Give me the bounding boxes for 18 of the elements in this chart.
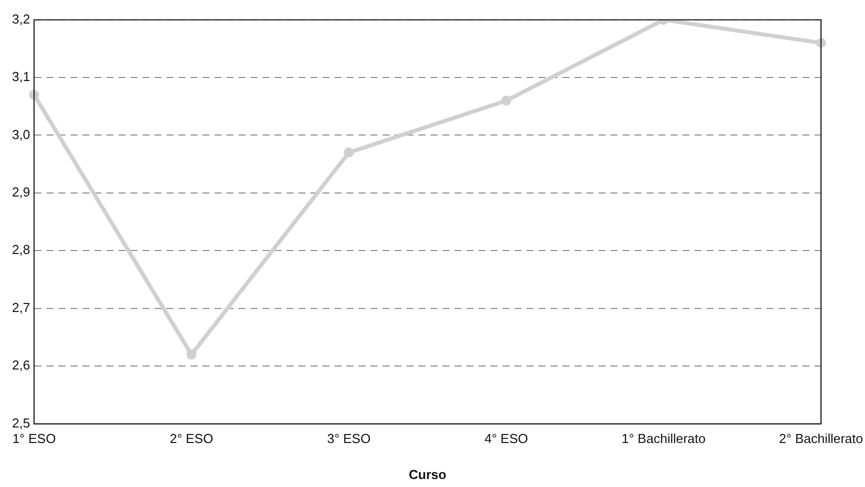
y-tick-label: 2,9: [12, 184, 30, 200]
y-tick-label: 2,6: [12, 358, 30, 373]
point: [344, 148, 354, 158]
x-tick-label: 1° Bachillerato: [622, 431, 706, 446]
point: [501, 96, 512, 106]
x-tick-label: 2° ESO: [170, 431, 214, 446]
y-tick-label: 3,2: [12, 11, 30, 26]
x-tick-label: 4° ESO: [484, 431, 528, 446]
y-tick-label: 2,8: [12, 242, 30, 258]
y-tick-label: 2,7: [12, 300, 30, 315]
y-tick-label: 2,5: [12, 415, 30, 430]
x-tick-label: 1° ESO: [12, 431, 56, 446]
y-tick-label: 3,1: [12, 69, 30, 84]
x-tick-label: 3° ESO: [327, 431, 371, 446]
y-tick-label: 3,0: [12, 126, 30, 142]
x-axis-title: Curso: [408, 466, 446, 482]
x-tick-label: 2° Bachillerato: [779, 431, 863, 446]
point: [186, 350, 196, 360]
